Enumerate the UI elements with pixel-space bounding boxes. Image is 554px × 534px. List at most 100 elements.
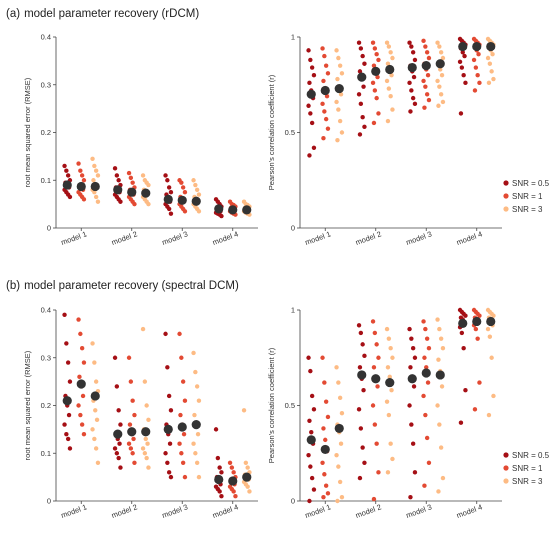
mean-marker [214, 474, 224, 485]
data-point [412, 101, 418, 107]
data-point [118, 199, 123, 204]
data-point [472, 88, 478, 93]
y-axis-label: Pearson's correlation coefficient (r) [267, 347, 276, 463]
data-point [308, 111, 313, 116]
data-point [390, 355, 395, 360]
data-point [426, 460, 432, 465]
mean-marker [242, 472, 252, 482]
data-point [437, 326, 442, 332]
data-point [386, 44, 392, 49]
data-point [182, 189, 188, 195]
data-point [65, 436, 71, 442]
data-point [227, 460, 233, 465]
data-point [375, 384, 380, 389]
data-point [436, 103, 441, 108]
data-point [370, 40, 376, 45]
data-point [320, 355, 325, 360]
data-point [182, 398, 188, 403]
data-point [247, 489, 252, 494]
data-point [307, 153, 312, 158]
data-point [485, 55, 491, 61]
data-point [323, 437, 328, 443]
data-point [334, 365, 339, 370]
mean-marker [177, 195, 187, 205]
data-point [439, 384, 445, 389]
data-point [334, 99, 339, 105]
data-point [309, 393, 315, 399]
data-point [64, 431, 69, 437]
data-point [360, 342, 365, 347]
data-point [422, 105, 427, 110]
data-point [372, 88, 378, 93]
data-point [372, 330, 378, 336]
data-point [407, 326, 412, 332]
data-point [95, 173, 101, 178]
x-tick-label: model 4 [211, 502, 239, 520]
panel-b-title: (b) model parameter recovery (spectral DC… [6, 280, 239, 292]
data-point [426, 346, 432, 351]
data-point [140, 326, 146, 332]
y-tick-label: 1 [291, 306, 295, 315]
mean-marker [62, 396, 72, 406]
data-point [178, 412, 183, 418]
data-point [374, 51, 379, 57]
data-point [362, 124, 367, 129]
x-tick-label: model 2 [110, 229, 138, 247]
data-point [409, 422, 414, 427]
mean-marker [357, 72, 367, 82]
x-tick-label: model 1 [60, 229, 88, 247]
data-point [309, 430, 314, 435]
data-point [336, 464, 341, 469]
data-point [410, 346, 416, 351]
data-point [371, 63, 377, 68]
data-point [386, 336, 392, 341]
data-point [93, 408, 98, 413]
data-point [357, 69, 363, 74]
data-point [388, 441, 393, 446]
data-point [177, 331, 182, 337]
mean-marker [228, 476, 238, 486]
data-point [487, 334, 493, 339]
data-point [410, 441, 416, 446]
data-point [421, 393, 426, 399]
data-point [439, 73, 445, 78]
mean-marker [228, 205, 238, 215]
data-point [334, 48, 339, 53]
data-point [118, 465, 123, 470]
data-point [358, 46, 364, 51]
data-point [92, 360, 97, 365]
data-point [325, 71, 331, 76]
mean-marker [435, 370, 445, 380]
y-tick-label: 0 [291, 224, 295, 233]
data-point [457, 59, 463, 65]
y-tick-label: 0.2 [41, 128, 51, 137]
data-point [130, 451, 135, 456]
data-point [90, 156, 95, 161]
data-point [424, 365, 429, 370]
data-point [116, 408, 121, 413]
data-point [440, 475, 446, 481]
data-point [458, 420, 464, 425]
mean-marker [242, 205, 252, 215]
data-point [463, 313, 468, 318]
data-point [372, 46, 378, 51]
data-point [126, 441, 132, 446]
x-tick-label: model 1 [60, 502, 88, 520]
mean-marker [357, 370, 367, 380]
x-tick-label: model 2 [110, 502, 138, 520]
data-point [384, 78, 390, 84]
data-point [374, 342, 379, 347]
data-point [440, 55, 446, 61]
data-point [116, 455, 121, 461]
data-point [437, 422, 442, 427]
mean-marker [385, 64, 395, 75]
data-point [95, 199, 101, 204]
data-point [437, 44, 442, 49]
data-point [79, 346, 85, 351]
data-point [336, 380, 341, 385]
data-point [144, 455, 149, 461]
mean-marker [472, 41, 482, 52]
data-point [76, 317, 81, 322]
data-point [92, 436, 97, 442]
data-point [421, 38, 426, 44]
